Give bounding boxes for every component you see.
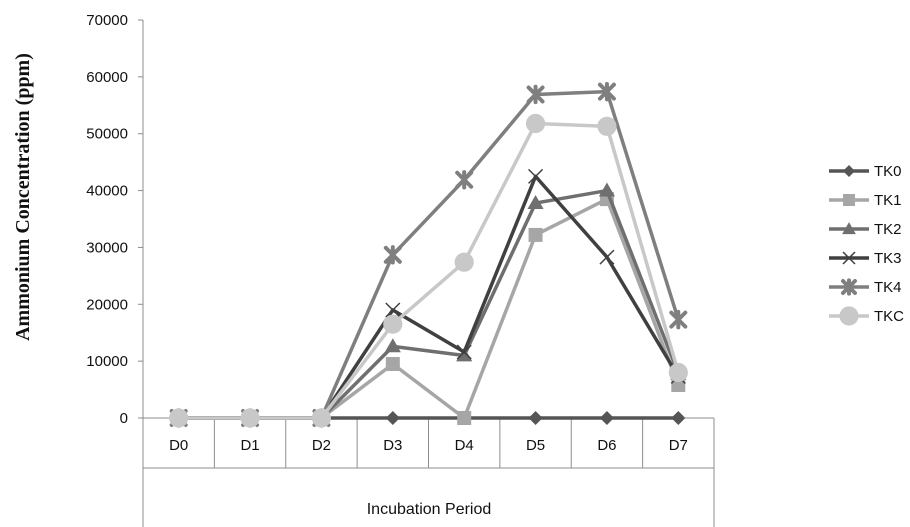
data-point-tk3 bbox=[599, 249, 615, 265]
data-point-tk0 bbox=[528, 411, 543, 425]
x-tick-label: D2 bbox=[312, 437, 331, 454]
data-point-tk0 bbox=[671, 411, 686, 425]
legend-marker-tk4 bbox=[841, 278, 857, 296]
legend-marker-tkc bbox=[839, 306, 859, 326]
y-tick-label: 10000 bbox=[86, 353, 128, 370]
legend-marker-tk0 bbox=[843, 165, 855, 177]
data-point-tk1 bbox=[528, 227, 543, 242]
y-tick-label: 40000 bbox=[86, 183, 128, 200]
y-tick-label: 0 bbox=[120, 410, 128, 427]
legend-label: TK0 bbox=[874, 163, 902, 180]
x-tick-label: D7 bbox=[669, 437, 688, 454]
legend-label: TKC bbox=[874, 308, 904, 325]
x-tick-label: D0 bbox=[169, 437, 188, 454]
legend-item-tk3: TK3 bbox=[829, 250, 902, 267]
legend-item-tk4: TK4 bbox=[829, 278, 902, 296]
data-point-tk2 bbox=[456, 347, 473, 362]
data-point-tkc bbox=[668, 362, 688, 383]
data-point-tk1 bbox=[385, 356, 400, 371]
data-point-tk1 bbox=[457, 411, 472, 425]
legend-item-tk0: TK0 bbox=[829, 163, 902, 180]
data-point-tkc bbox=[311, 408, 332, 428]
data-point-tkc bbox=[597, 116, 617, 136]
data-point-tkc bbox=[383, 314, 403, 334]
x-tick-label: D3 bbox=[383, 437, 402, 454]
series-line-tkc bbox=[178, 121, 680, 420]
series-group bbox=[169, 81, 688, 428]
series-line-tk1 bbox=[178, 197, 680, 420]
series-tkc bbox=[169, 113, 688, 428]
data-point-tk3 bbox=[456, 344, 472, 360]
x-tick-label: D5 bbox=[526, 437, 545, 454]
legend-label: TK4 bbox=[874, 279, 902, 296]
data-point-tkc bbox=[525, 113, 546, 134]
data-point-tk1 bbox=[671, 378, 686, 393]
legend-label: TK1 bbox=[874, 192, 902, 209]
legend-item-tk1: TK1 bbox=[829, 192, 902, 209]
axes: 0 10000 20000 30000 40000 50000 60000 70000 D0 D1… bbox=[86, 12, 715, 527]
data-point-tkc bbox=[169, 408, 189, 428]
y-axis-title: Ammonium Concentration (ppm) bbox=[12, 53, 34, 341]
y-tick-label: 70000 bbox=[86, 12, 128, 29]
x-tick-label: D1 bbox=[240, 437, 259, 454]
series-tk3 bbox=[171, 168, 686, 426]
data-point-tk3 bbox=[528, 168, 544, 184]
y-tick-label: 20000 bbox=[86, 296, 128, 313]
y-tick-label: 60000 bbox=[86, 69, 128, 86]
x-tick-label: D6 bbox=[597, 437, 616, 454]
data-point-tk2 bbox=[527, 195, 544, 210]
data-point-tk0 bbox=[385, 411, 400, 425]
data-point-tkc bbox=[240, 408, 260, 428]
legend-label: TK3 bbox=[874, 250, 902, 267]
data-point-tk3 bbox=[385, 302, 401, 318]
data-point-tk4 bbox=[455, 170, 474, 190]
data-point-tk0 bbox=[599, 411, 614, 425]
data-point-tk4 bbox=[597, 81, 616, 102]
data-point-tk2 bbox=[384, 338, 401, 353]
legend-marker-tk2 bbox=[842, 222, 856, 235]
legend-marker-tk3 bbox=[842, 251, 856, 265]
series-line-tk2 bbox=[178, 188, 680, 420]
legend-label: TK2 bbox=[874, 221, 902, 238]
series-tk1 bbox=[171, 192, 686, 425]
data-point-tk4 bbox=[669, 309, 688, 330]
data-point-tk4 bbox=[526, 84, 545, 105]
legend-item-tkc: TKC bbox=[829, 306, 904, 326]
legend: TK0 TK1 TK2 TK3 TK4 TKC bbox=[829, 163, 904, 326]
x-axis-title: Incubation Period bbox=[367, 501, 492, 518]
series-line-tk3 bbox=[178, 174, 680, 420]
y-tick-label: 30000 bbox=[86, 239, 128, 256]
data-point-tk4 bbox=[383, 245, 402, 265]
legend-marker-tk1 bbox=[843, 194, 855, 206]
x-tick-label: D4 bbox=[455, 437, 474, 454]
y-tick-label: 50000 bbox=[86, 126, 128, 143]
legend-item-tk2: TK2 bbox=[829, 221, 902, 238]
data-point-tkc bbox=[454, 252, 474, 272]
data-point-tk2 bbox=[598, 182, 615, 197]
